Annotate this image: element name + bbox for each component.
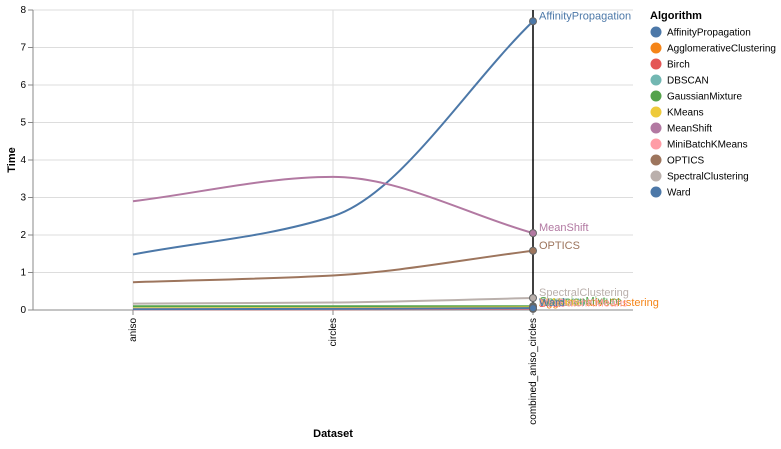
legend-label: Ward <box>667 188 691 199</box>
axes: 0 1 2 3 4 5 6 7 8 aniso circles combined_aniso_circ… <box>20 5 633 425</box>
legend-label: AgglomerativeClustering <box>667 44 776 55</box>
legend-swatch <box>651 155 662 166</box>
end-point <box>530 295 537 302</box>
y-axis-title: Time <box>6 147 18 172</box>
end-point <box>530 247 537 254</box>
gridlines <box>33 10 633 310</box>
legend-swatch <box>651 59 662 70</box>
end-point <box>530 18 537 25</box>
end-point <box>530 230 537 237</box>
legend-label: MiniBatchKMeans <box>667 140 748 151</box>
series-line <box>133 308 533 309</box>
x-tick-label: combined_aniso_circles <box>528 318 539 425</box>
legend-swatch <box>651 75 662 86</box>
x-axis-title: Dataset <box>313 428 353 440</box>
legend-label: KMeans <box>667 108 704 119</box>
end-label: MeanShift <box>539 222 589 234</box>
legend-label: Birch <box>667 60 690 71</box>
y-tick-label: 2 <box>20 230 26 241</box>
y-tick-label: 3 <box>20 193 26 204</box>
y-tick-label: 4 <box>20 155 26 166</box>
x-tick-label: aniso <box>128 318 139 342</box>
y-tick-label: 5 <box>20 118 26 129</box>
legend-swatch <box>651 123 662 134</box>
legend-swatch <box>651 107 662 118</box>
end-label: AffinityPropagation <box>539 10 631 22</box>
legend-label: MeanShift <box>667 124 712 135</box>
legend-label: GaussianMixture <box>667 92 742 103</box>
legend-swatch <box>651 187 662 198</box>
legend-title: Algorithm <box>650 10 702 22</box>
y-tick-label: 7 <box>20 43 26 54</box>
legend-swatch <box>651 27 662 38</box>
legend-label: OPTICS <box>667 156 705 167</box>
y-tick-label: 6 <box>20 80 26 91</box>
legend-label: SpectralClustering <box>667 172 749 183</box>
end-label: Ward <box>539 297 565 309</box>
legend: Algorithm AffinityPropagation Agglomerati… <box>650 10 776 199</box>
x-tick-label: circles <box>328 318 339 346</box>
y-tick-label: 1 <box>20 268 26 279</box>
y-tick-label: 0 <box>20 305 26 316</box>
legend-label: DBSCAN <box>667 76 709 87</box>
end-label: OPTICS <box>539 240 580 252</box>
legend-swatch <box>651 91 662 102</box>
legend-swatch <box>651 43 662 54</box>
legend-swatch <box>651 171 662 182</box>
end-point <box>530 305 537 312</box>
legend-swatch <box>651 139 662 150</box>
y-tick-label: 8 <box>20 5 26 16</box>
legend-label: AffinityPropagation <box>667 28 751 39</box>
